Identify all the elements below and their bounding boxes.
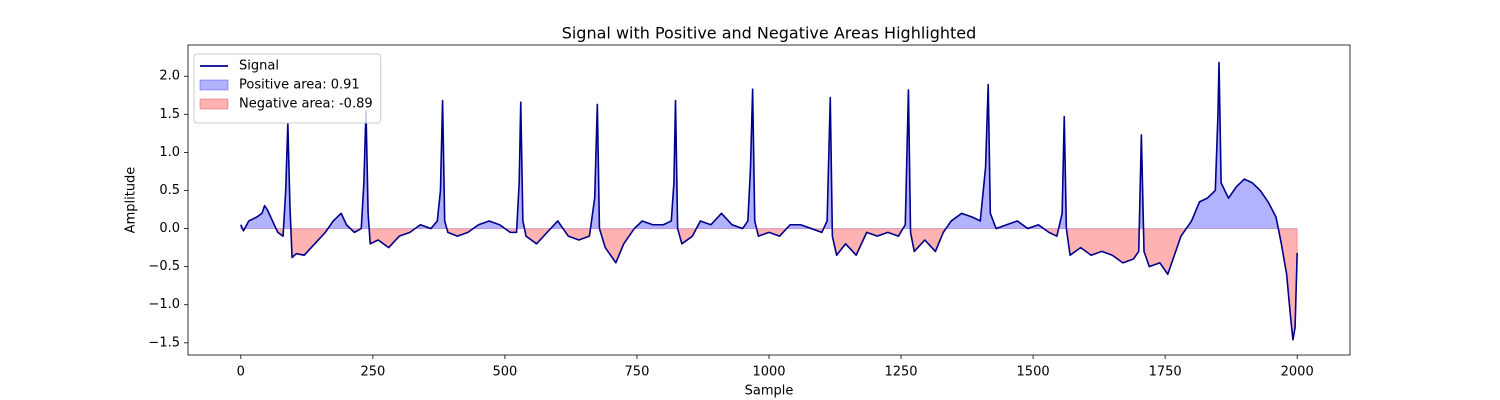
y-tick-label: 1.5 [159,107,180,122]
y-axis-label: Amplitude [124,167,139,234]
x-tick-label: 500 [492,365,517,380]
legend: Signal Positive area: 0.91 Negative area: … [193,53,382,124]
chart-title: Signal with Positive and Negative Areas … [562,24,977,43]
x-tick-label: 750 [625,365,650,380]
legend-label: Signal [239,59,279,74]
x-tick-label: 1000 [752,365,785,380]
x-tick-label: 250 [360,365,385,380]
y-tick-label: 1.0 [159,145,180,160]
legend-swatch [199,98,229,110]
x-tick-label: 2000 [1281,365,1314,380]
legend-label: Positive area: 0.91 [239,78,360,93]
y-tick-label: −1.5 [148,335,180,350]
legend-box [193,53,382,124]
y-tick-label: 2.0 [159,69,180,84]
y-tick-label: −0.5 [148,259,180,274]
x-tick-label: 1250 [884,365,917,380]
legend-label: Negative area: -0.89 [239,97,373,112]
y-tick-label: 0.5 [159,183,180,198]
legend-swatch [199,79,229,91]
x-axis-label: Sample [745,384,794,399]
signal-line [240,61,1298,341]
x-tick-label: 0 [237,365,245,380]
y-tick-label: 0.0 [159,221,180,236]
x-tick-label: 1750 [1149,365,1182,380]
y-tick-label: −1.0 [148,297,180,312]
x-tick-label: 1500 [1017,365,1050,380]
